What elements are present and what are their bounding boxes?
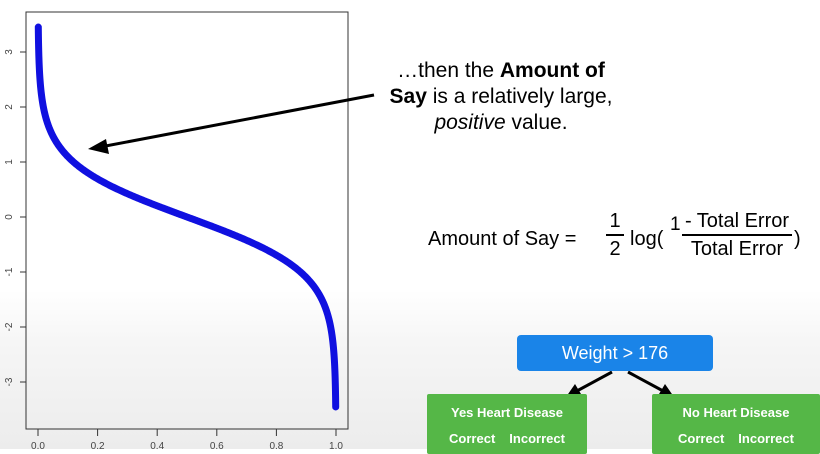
formula-log: log( xyxy=(630,228,664,250)
y-tick-label: -1 xyxy=(4,267,15,276)
formula-half-bar xyxy=(606,234,624,236)
y-tick-label: 1 xyxy=(4,159,15,165)
formula-rparen: ) xyxy=(794,228,801,250)
y-tick-label: 0 xyxy=(4,214,15,220)
formula-fraction-bar xyxy=(682,234,792,236)
plot-frame xyxy=(25,11,349,430)
formula-half-denominator: 2 xyxy=(609,238,621,260)
formula-fraction: - Total Error Total Error xyxy=(682,210,792,260)
x-tick-label: 0.2 xyxy=(91,441,105,449)
leaf-yes-incorrect: Incorrect xyxy=(509,431,565,446)
y-tick-label: 3 xyxy=(4,49,15,55)
tree-leaf-no: No Heart Disease Correct Incorrect xyxy=(652,394,820,454)
tree-edge-right xyxy=(627,370,666,394)
annotation-line2-rest: is a relatively large, xyxy=(426,85,613,108)
leaf-no-incorrect: Incorrect xyxy=(738,431,794,446)
formula-fraction-numerator: - Total Error xyxy=(684,210,790,232)
tree-root-node: Weight > 176 xyxy=(517,335,713,371)
x-axis: 0.0 0.2 0.4 0.6 0.8 1.0 xyxy=(31,429,343,449)
tree-root-label: Weight > 176 xyxy=(561,342,669,363)
series-line xyxy=(34,23,340,411)
leaf-no-correct: Correct xyxy=(678,431,725,446)
x-tick-label: 0.6 xyxy=(210,441,224,449)
annotation-text: …then the Amount of Say is a relatively … xyxy=(372,58,630,136)
y-tick-label: 2 xyxy=(4,104,15,110)
y-tick-label: -3 xyxy=(4,377,15,386)
annotation-line2-bold: Say xyxy=(389,85,427,108)
tree-leaf-yes: Yes Heart Disease Correct Incorrect xyxy=(427,394,587,454)
leaf-yes-correct: Correct xyxy=(449,431,496,446)
formula-one: 1 xyxy=(670,214,681,235)
tree-arrowhead-left xyxy=(566,384,581,397)
formula-half-numerator: 1 xyxy=(609,210,621,232)
annotation-arrow xyxy=(94,93,375,150)
leaf-no-title: No Heart Disease xyxy=(682,405,790,420)
x-tick-label: 0.4 xyxy=(150,441,164,449)
formula-half: 1 2 xyxy=(606,210,624,260)
y-tick-label: -2 xyxy=(4,322,15,331)
y-axis: -3 -2 -1 0 1 2 3 xyxy=(4,49,26,386)
leaf-yes-title: Yes Heart Disease xyxy=(450,405,564,420)
annotation-line1-prefix: …then the xyxy=(397,59,500,82)
formula-lhs: Amount of Say = xyxy=(428,228,577,250)
annotation-arrowhead xyxy=(88,139,109,154)
annotation-line3-rest: value. xyxy=(505,111,568,134)
tree-edge-left xyxy=(574,370,613,394)
tree-arrowhead-right xyxy=(659,384,674,397)
x-tick-label: 1.0 xyxy=(329,441,343,449)
x-tick-label: 0.0 xyxy=(31,441,45,449)
x-tick-label: 0.8 xyxy=(269,441,283,449)
formula-fraction-denominator: Total Error xyxy=(690,238,784,260)
annotation-line1-bold: Amount of xyxy=(499,59,605,82)
annotation-line3-italic: positive xyxy=(434,111,506,134)
